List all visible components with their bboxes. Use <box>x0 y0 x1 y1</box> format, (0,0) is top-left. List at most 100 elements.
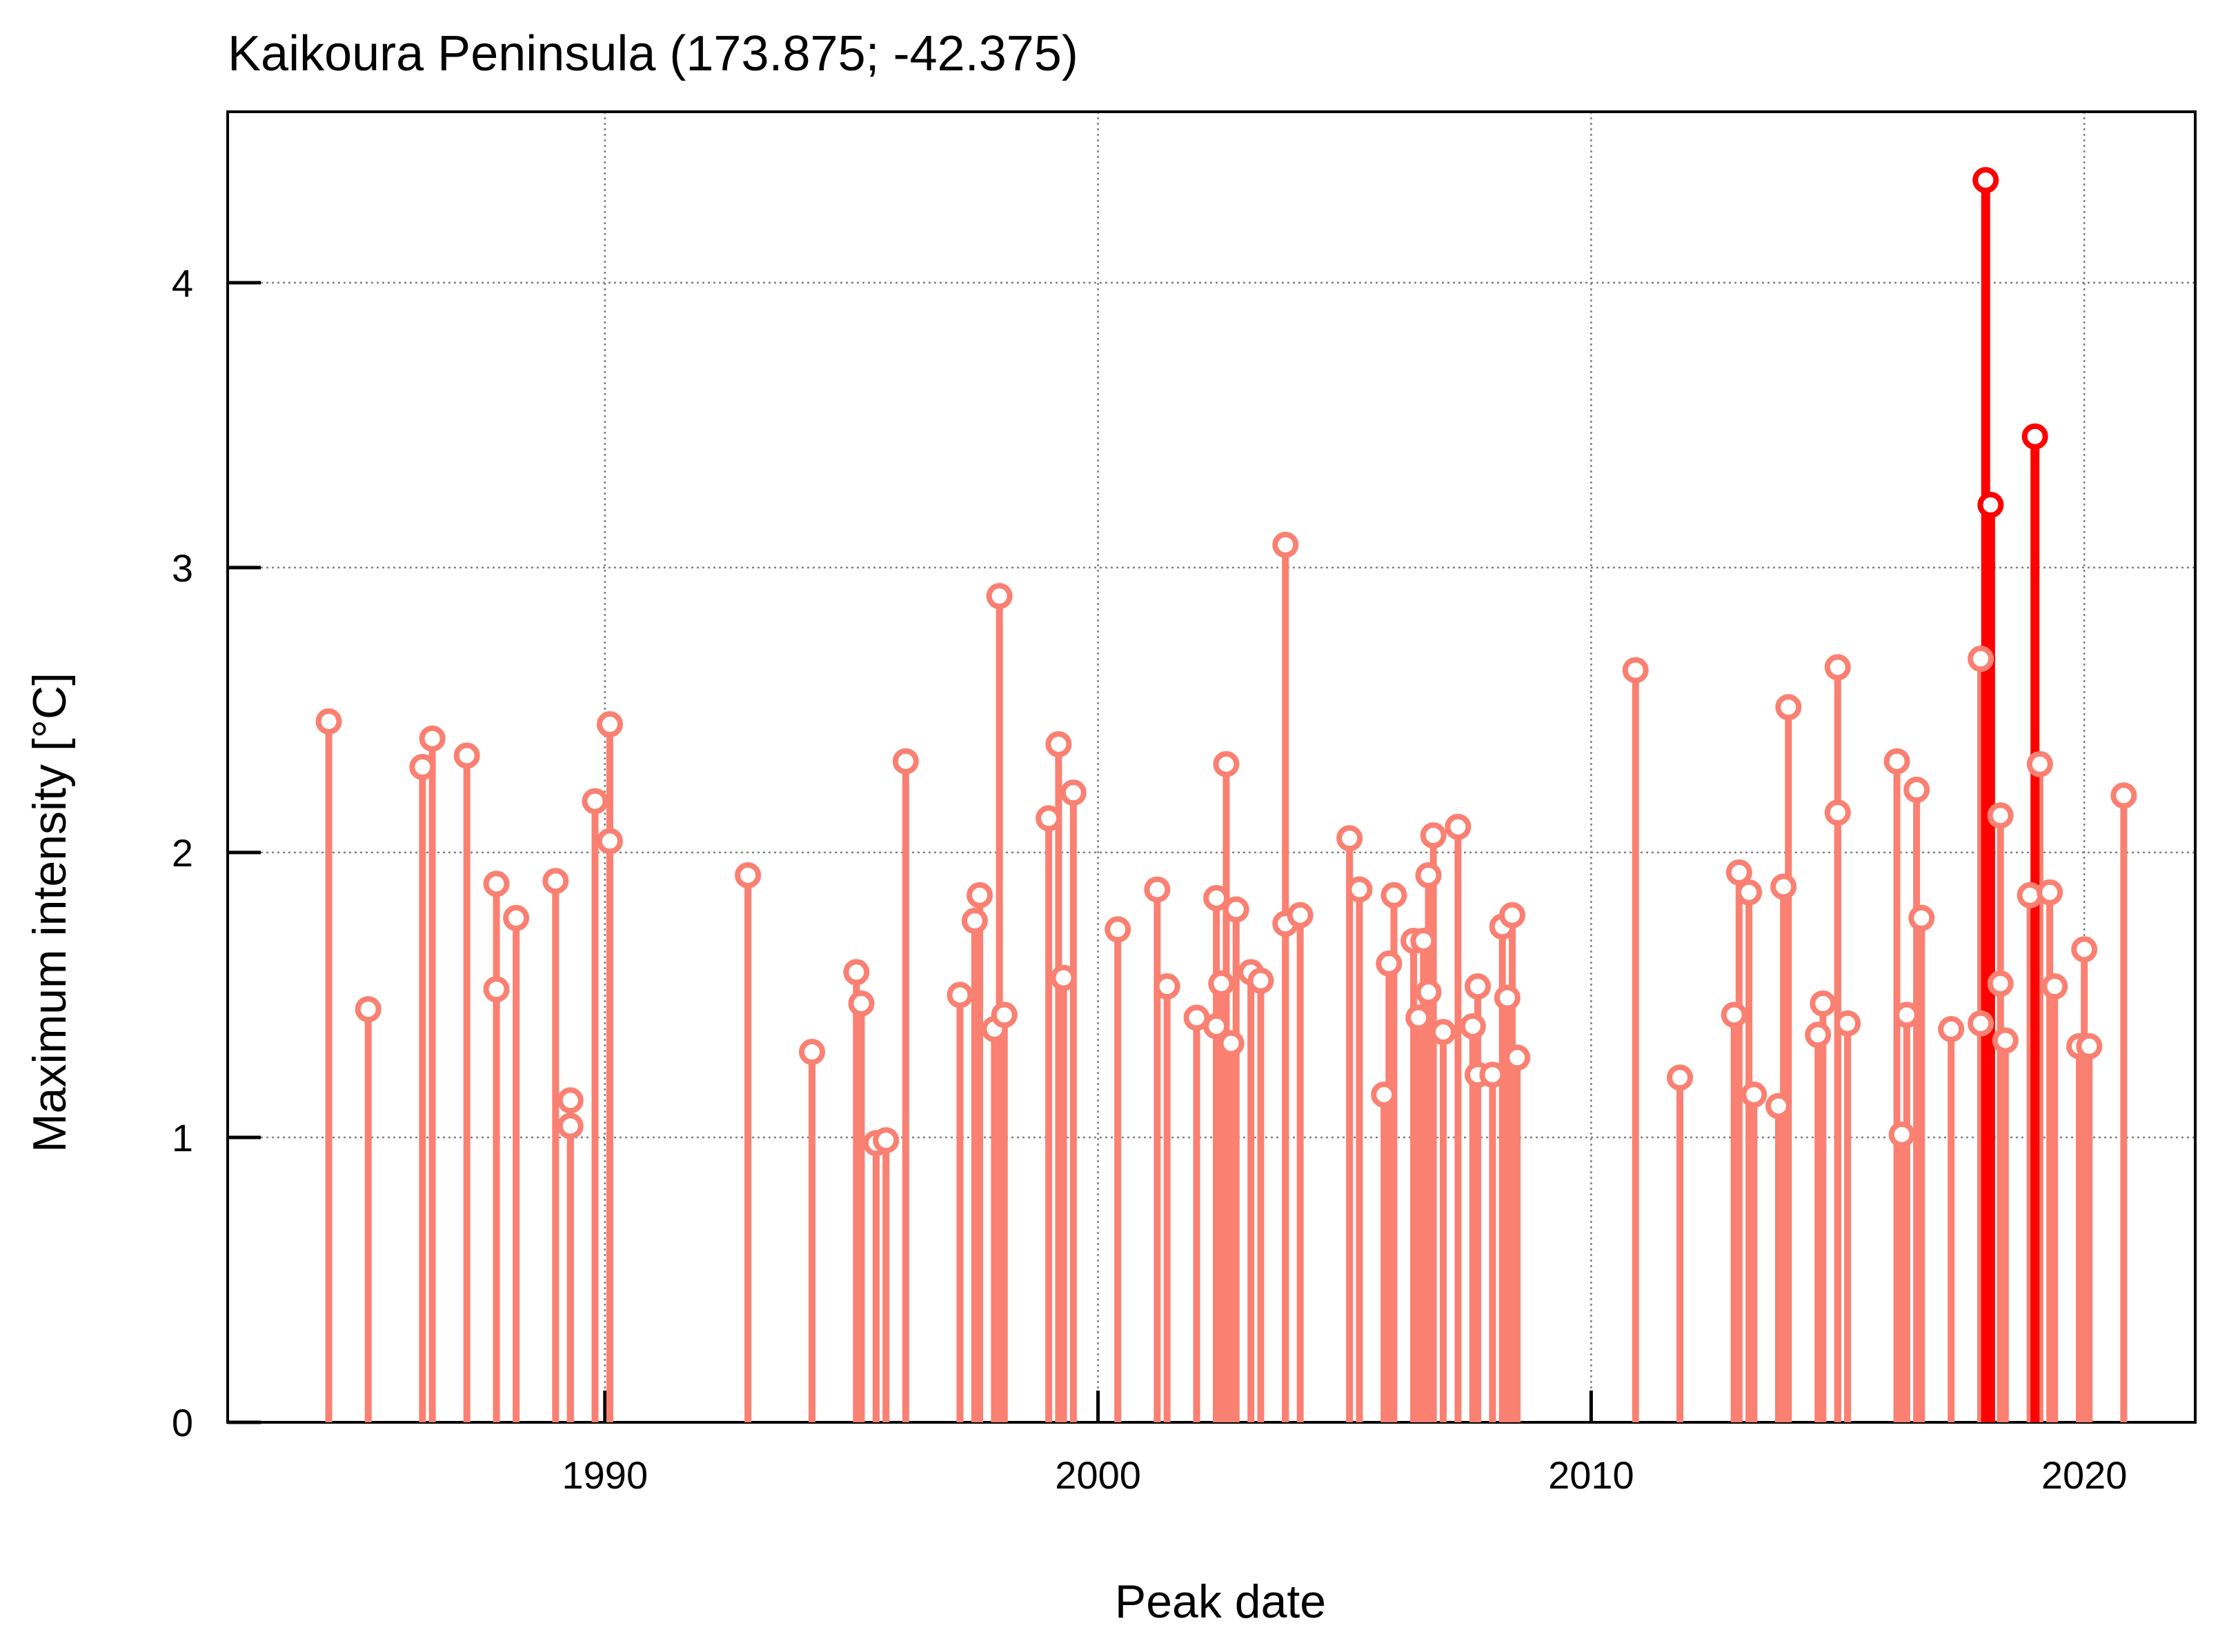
chart-title: Kaikoura Peninsula (173.875; -42.375) <box>228 26 1078 81</box>
event-marker <box>1429 1019 1456 1046</box>
event-marker <box>1208 970 1235 997</box>
event-marker <box>2041 973 2068 1000</box>
event-marker <box>1415 862 1442 888</box>
event-marker <box>1410 927 1437 954</box>
event-marker <box>2071 936 2098 963</box>
event-marker <box>1036 805 1062 832</box>
event-marker <box>2076 1033 2103 1059</box>
event-marker <box>1504 1044 1531 1071</box>
event-marker <box>1376 951 1403 977</box>
event-marker <box>2110 782 2137 809</box>
event-marker <box>1824 799 1851 826</box>
event-marker <box>843 959 870 986</box>
event-marker <box>557 1113 584 1140</box>
event-marker <box>967 882 993 908</box>
event-marker <box>961 908 988 935</box>
event-marker <box>1464 973 1491 1000</box>
event-marker <box>453 742 480 769</box>
event-marker <box>1479 1062 1506 1088</box>
event-marker <box>1213 750 1240 777</box>
event-marker <box>355 996 382 1023</box>
event-marker <box>1494 984 1521 1011</box>
event-marker <box>1050 964 1077 991</box>
x-tick-label: 2000 <box>1055 1453 1141 1497</box>
event-marker <box>1770 873 1797 900</box>
y-tick-label: 2 <box>172 831 193 875</box>
event-marker <box>1741 1082 1767 1108</box>
event-marker <box>892 748 919 775</box>
event-marker <box>1893 1002 1920 1028</box>
event-marker <box>1765 1093 1792 1119</box>
highlight-event-marker <box>1977 492 2004 518</box>
event-marker <box>1888 1121 1915 1148</box>
event-marker <box>1203 885 1230 911</box>
event-marker <box>1824 654 1851 681</box>
y-tick-label: 4 <box>172 261 193 305</box>
event-marker <box>409 754 436 780</box>
axes: 1990 2000 2010 2020 0 1 2 3 4 <box>172 110 2197 1497</box>
event-marker <box>1721 1002 1747 1028</box>
y-tick-label: 3 <box>172 546 193 590</box>
y-axis-label: Maximum intensity [°C] <box>23 673 76 1153</box>
event-marker <box>542 868 569 895</box>
highlight-event-marker <box>2021 423 2048 450</box>
grid <box>228 112 2195 1422</box>
event-marker <box>1725 859 1752 886</box>
y-tick-label: 1 <box>172 1116 193 1160</box>
event-marker <box>1272 531 1299 558</box>
event-marker <box>596 828 623 855</box>
event-marker <box>735 862 762 888</box>
event-marker <box>419 725 446 752</box>
event-marker <box>1805 1022 1832 1048</box>
event-marker <box>986 583 1013 610</box>
event-marker <box>873 1127 900 1154</box>
event-marker <box>1336 825 1363 852</box>
y-tick-label: 0 <box>172 1401 193 1444</box>
event-marker <box>1222 896 1249 923</box>
event-marker <box>1736 879 1763 906</box>
event-marker <box>1144 876 1171 903</box>
event-marker <box>848 990 875 1017</box>
event-marker <box>1987 970 2014 997</box>
event-marker <box>1045 730 1072 757</box>
x-tick-label: 2020 <box>2041 1453 2128 1497</box>
event-marker <box>1287 902 1314 928</box>
event-marker <box>1247 967 1274 994</box>
event-marker <box>1622 657 1649 684</box>
highlight-event-marker <box>1972 167 1999 194</box>
event-marker <box>991 1002 1018 1028</box>
event-marker <box>1775 694 1802 721</box>
event-marker <box>1405 1004 1432 1031</box>
event-marker <box>1992 1027 2019 1054</box>
event-marker <box>1987 802 2014 829</box>
event-marker <box>1667 1064 1694 1091</box>
event-marker <box>1420 822 1447 849</box>
event-marker <box>1459 1013 1486 1039</box>
event-marker <box>1834 1010 1861 1037</box>
event-marker <box>1883 748 1910 775</box>
event-marker <box>315 708 342 735</box>
event-marker <box>1908 904 1935 931</box>
event-marker <box>1810 990 1836 1017</box>
event-marker <box>1445 813 1472 840</box>
event-marker <box>1105 916 1131 943</box>
plot-marks <box>315 167 2137 1422</box>
x-tick-label: 1990 <box>562 1453 648 1497</box>
x-axis-label: Peak date <box>1115 1575 1326 1628</box>
event-marker <box>1938 1016 1965 1042</box>
event-marker <box>1203 1013 1230 1039</box>
event-marker <box>596 711 623 738</box>
event-marker <box>1968 1010 1994 1037</box>
event-marker <box>1153 973 1180 1000</box>
event-marker <box>1371 1082 1398 1108</box>
event-marker <box>1415 979 1442 1006</box>
event-marker <box>483 870 510 897</box>
plot-frame <box>226 110 2197 1424</box>
event-marker <box>947 982 973 1008</box>
event-marker <box>1060 779 1087 806</box>
event-marker <box>483 976 510 1003</box>
event-marker <box>582 788 608 815</box>
event-marker <box>503 904 530 931</box>
event-marker <box>1218 1030 1245 1057</box>
